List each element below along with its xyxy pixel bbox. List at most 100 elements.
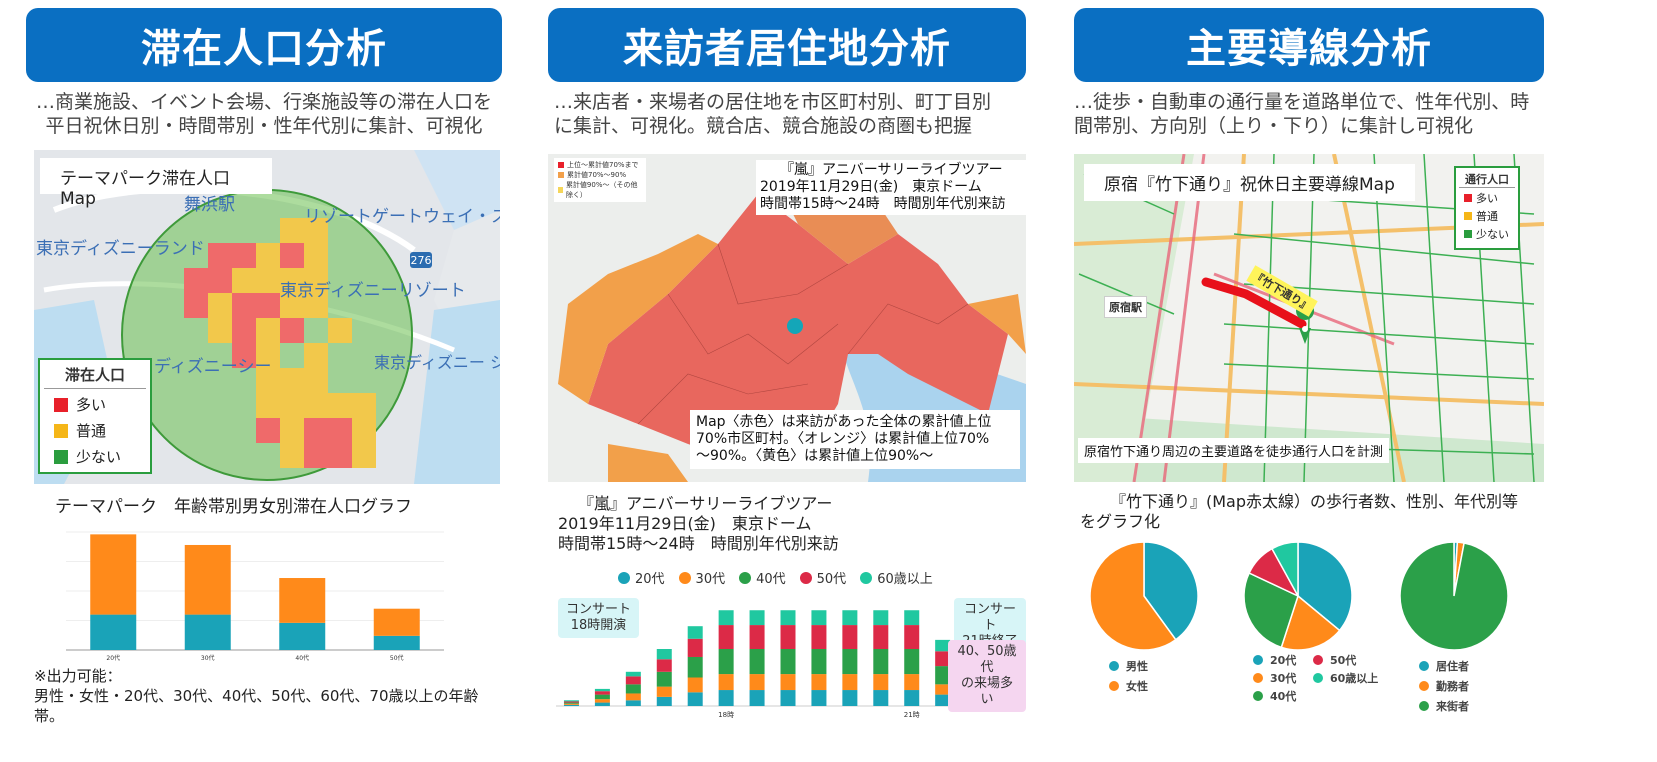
bar-segment xyxy=(718,610,734,626)
legend-swatch xyxy=(54,449,68,464)
legend-label: 30代 xyxy=(695,572,726,587)
legend-dot xyxy=(618,571,630,584)
callout-start-line-2: 18時開演 xyxy=(570,618,627,633)
bar-segment xyxy=(279,578,326,623)
map-label-land: 東京ディズニーランド xyxy=(36,238,205,259)
bar-segment xyxy=(904,625,920,649)
legend-swatch xyxy=(54,423,68,438)
callout-concert-start: コンサート 18時開演 xyxy=(558,598,640,638)
legend-label: 40代 xyxy=(756,572,786,587)
heat-cell xyxy=(184,293,208,318)
heat-cell xyxy=(256,243,280,268)
heat-cell xyxy=(208,243,232,268)
header-visitor-residence: 来訪者居住地分析 xyxy=(548,8,1026,82)
bar-segment xyxy=(718,674,734,691)
bar-segment xyxy=(935,639,951,652)
heat-cell xyxy=(304,343,328,368)
desc-line-1: …来店者・来場者の居住地を市区町村別、町丁目別 xyxy=(554,91,992,113)
heat-cell xyxy=(280,368,304,393)
bar-segment xyxy=(842,625,858,649)
pie-slice xyxy=(1280,594,1341,651)
chart-title-line-1: 『嵐』アニバーサリーライブツアー xyxy=(578,494,833,513)
x-tick-label: 50代 xyxy=(390,654,404,662)
heat-cell xyxy=(256,268,280,293)
bar-segment xyxy=(656,686,672,697)
bar-segment xyxy=(279,622,326,650)
bar-segment xyxy=(625,676,641,685)
heat-cell xyxy=(280,293,304,318)
heat-cell xyxy=(280,243,304,268)
bar-segment xyxy=(780,625,796,649)
bar-segment xyxy=(811,690,827,706)
heat-cell xyxy=(208,268,232,293)
bar-segment xyxy=(718,649,734,675)
bar-segment xyxy=(811,610,827,626)
pie-legend-label: 男性 xyxy=(1126,659,1148,673)
heat-cell xyxy=(280,268,304,293)
heat-cell xyxy=(208,318,232,343)
heat-cell xyxy=(232,293,256,318)
legend-label: 少ない xyxy=(76,448,122,466)
pie-legend-label: 女性 xyxy=(1126,679,1148,693)
bar-segment xyxy=(625,700,641,706)
pie-legend-label: 30代 xyxy=(1270,671,1296,685)
stay-chart-title: テーマパーク 年齢帯別男女別滞在人口グラフ xyxy=(55,497,412,517)
map-title: 『嵐』アニバーサリーライブツアー 2019年11月29日(金) 東京ドーム 時間… xyxy=(756,160,1026,215)
chart-title-line-2: 2019年11月29日(金) 東京ドーム xyxy=(558,514,812,533)
bar-segment xyxy=(90,614,137,650)
bar-segment xyxy=(904,690,920,706)
map-legend: 通行人口 多い 普通 少ない xyxy=(1454,166,1520,250)
bar-segment xyxy=(625,671,641,677)
pie-legend-dot xyxy=(1419,681,1429,691)
bar-segment xyxy=(842,610,858,626)
description: …来店者・来場者の居住地を市区町村別、町丁目別 に集計、可視化。競合店、競合施設… xyxy=(554,90,1024,138)
bar-segment xyxy=(780,674,796,691)
legend-label: 普通 xyxy=(1476,210,1498,223)
heat-cell xyxy=(328,443,352,468)
desc-line-1: …徒歩・自動車の通行量を道路単位で、性年代別、時 xyxy=(1074,91,1530,113)
pie-legend-dot xyxy=(1313,673,1323,683)
legend-label: 多い xyxy=(1476,192,1498,205)
legend-yellow: 累計値90%〜（その他除く） xyxy=(565,181,638,199)
heat-cell xyxy=(304,368,328,393)
heat-cell xyxy=(304,268,328,293)
visitor-chart-title: 『嵐』アニバーサリーライブツアー 2019年11月29日(金) 東京ドーム 時間… xyxy=(558,494,839,554)
pie-legend-label: 来街者 xyxy=(1435,699,1469,713)
bar-segment xyxy=(687,677,703,693)
callout-age-note: 40、50歳代 の来場多い xyxy=(948,640,1026,712)
flow-chart-title: 『竹下通り』(Map赤太線）の歩行者数、性別、年代別等 をグラフ化 xyxy=(1080,492,1518,532)
heat-cell xyxy=(304,393,328,418)
bar-segment xyxy=(811,649,827,675)
map-label-sea-station: 東京ディズニー シー・ステーシ xyxy=(374,353,500,372)
legend-swatch xyxy=(1464,194,1472,202)
bar-segment xyxy=(873,610,889,626)
callout-start-line-1: コンサート xyxy=(566,602,632,617)
bar-segment xyxy=(873,674,889,691)
legend-item: 普通 xyxy=(54,420,150,441)
bar-segment xyxy=(563,701,579,703)
map-title: 原宿『竹下通り』祝休日主要導線Map xyxy=(1084,164,1415,201)
bar-segment xyxy=(780,690,796,706)
heat-cell xyxy=(328,318,352,343)
bar-segment xyxy=(594,688,610,692)
heat-cell xyxy=(352,393,376,418)
bar-segment xyxy=(563,700,579,702)
desc-line-2: 間帯別、方向別（上り・下り）に集計し可視化 xyxy=(1074,115,1474,137)
bar-segment xyxy=(718,690,734,706)
stay-population-map: 276 舞浜駅 リゾートゲートウェイ・ステーション 東京ディズニーランド 東京デ… xyxy=(34,150,500,484)
map-label-resort: 東京ディズニーリゾート xyxy=(280,280,466,301)
pie-legend-label: 50代 xyxy=(1330,653,1356,667)
map-legend: 滞在人口 多い 普通 少ない xyxy=(38,358,152,474)
x-tick-label: 18時 xyxy=(718,711,734,719)
heat-cell xyxy=(256,318,280,343)
column-visitor-residence: 来訪者居住地分析 …来店者・来場者の居住地を市区町村別、町丁目別 に集計、可視化… xyxy=(548,0,1026,762)
note-line-1: ※出力可能： xyxy=(34,667,122,685)
heat-cell xyxy=(256,343,280,368)
column-main-flow: 主要導線分析 …徒歩・自動車の通行量を道路単位で、性年代別、時 間帯別、方向別（… xyxy=(1074,0,1544,762)
bar-segment xyxy=(625,684,641,694)
pie-legend-dot xyxy=(1253,691,1263,701)
heat-cell xyxy=(304,218,328,243)
pie-slice xyxy=(1270,541,1299,597)
x-tick-label: 30代 xyxy=(201,654,215,662)
